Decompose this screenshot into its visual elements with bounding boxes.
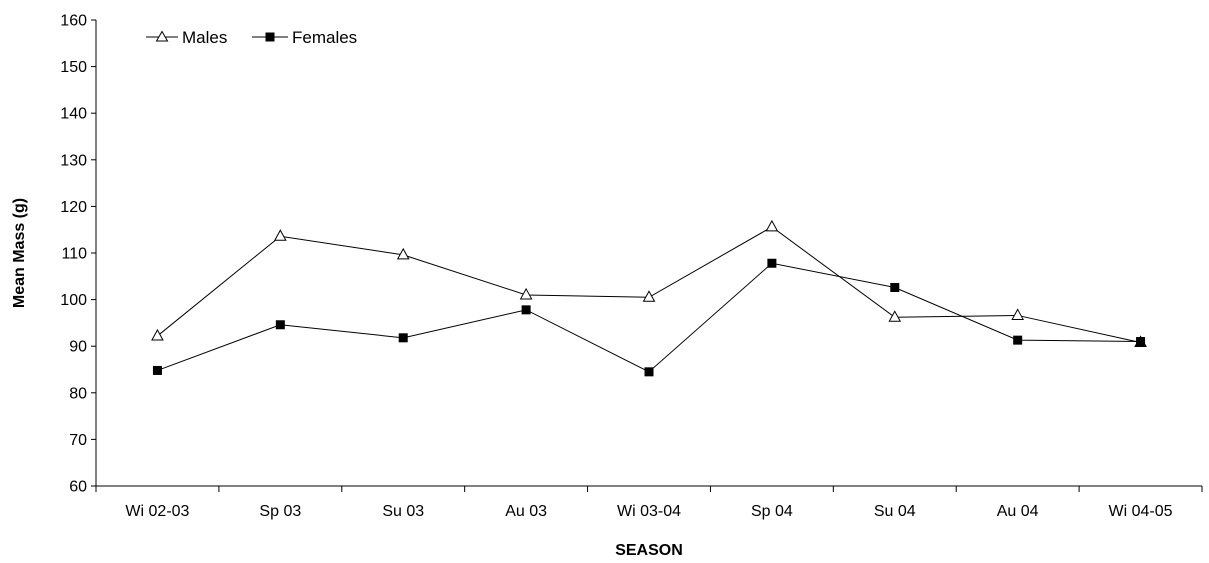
y-tick-label: 110 — [61, 246, 87, 263]
x-ticks: Wi 02-03 Sp 03 Su 03 Au 03 Wi 03-04 Sp 04 Su 0… — [95, 486, 1203, 520]
y-tick-label: 140 — [60, 106, 87, 123]
data-point-females — [521, 305, 531, 315]
x-tick-label: Sp 04 — [751, 503, 793, 520]
y-tick-label: 120 — [60, 199, 87, 216]
data-point-males — [765, 219, 779, 232]
data-point-females — [890, 282, 900, 292]
legend-males-marker — [155, 30, 169, 42]
y-tick-label: 90 — [69, 339, 87, 356]
x-axis-title: SEASON — [615, 542, 683, 559]
y-tick-label: 160 — [60, 13, 87, 30]
data-point-females — [1136, 337, 1146, 347]
series-layer — [151, 219, 1147, 377]
axes — [95, 20, 1202, 487]
y-tick-label: 60 — [69, 479, 87, 496]
y-tick-label: 80 — [69, 385, 87, 402]
data-point-females — [398, 333, 408, 343]
legend-males-label: Males — [182, 28, 227, 47]
x-tick-label: Sp 03 — [259, 503, 301, 520]
legend-item-males: Males — [146, 28, 227, 47]
legend: Males Females — [146, 28, 357, 47]
legend-females-marker — [265, 32, 275, 42]
data-point-males — [396, 247, 410, 260]
y-tick-label: 100 — [60, 292, 87, 309]
y-tick-label: 130 — [60, 152, 87, 169]
data-point-females — [1013, 335, 1023, 345]
data-point-females — [767, 258, 777, 268]
y-axis-title: Mean Mass (g) — [11, 198, 28, 308]
x-tick-label: Wi 02-03 — [125, 503, 189, 520]
series-line-males — [157, 226, 1141, 343]
y-ticks: 60 70 80 90 100 110 120 130 140 150 160 — [60, 13, 96, 496]
legend-item-females: Females — [252, 28, 357, 47]
y-tick-label: 150 — [60, 59, 87, 76]
data-point-females — [152, 365, 162, 375]
series-line-females — [157, 262, 1141, 373]
x-tick-label: Su 03 — [382, 503, 424, 520]
y-tick-label: 70 — [69, 432, 87, 449]
legend-females-label: Females — [292, 28, 357, 47]
x-tick-label: Su 04 — [874, 503, 916, 520]
data-point-females — [275, 320, 285, 330]
data-point-males — [151, 328, 164, 341]
x-tick-label: Wi 04-05 — [1109, 503, 1173, 520]
x-tick-label: Wi 03-04 — [617, 503, 681, 520]
data-point-females — [644, 367, 654, 377]
x-tick-label: Au 04 — [997, 503, 1039, 520]
data-point-males — [273, 229, 287, 241]
data-point-males — [642, 290, 656, 302]
data-point-males — [888, 310, 902, 322]
x-tick-label: Au 03 — [505, 503, 547, 520]
data-point-males — [1011, 308, 1025, 320]
data-point-males — [519, 287, 533, 300]
